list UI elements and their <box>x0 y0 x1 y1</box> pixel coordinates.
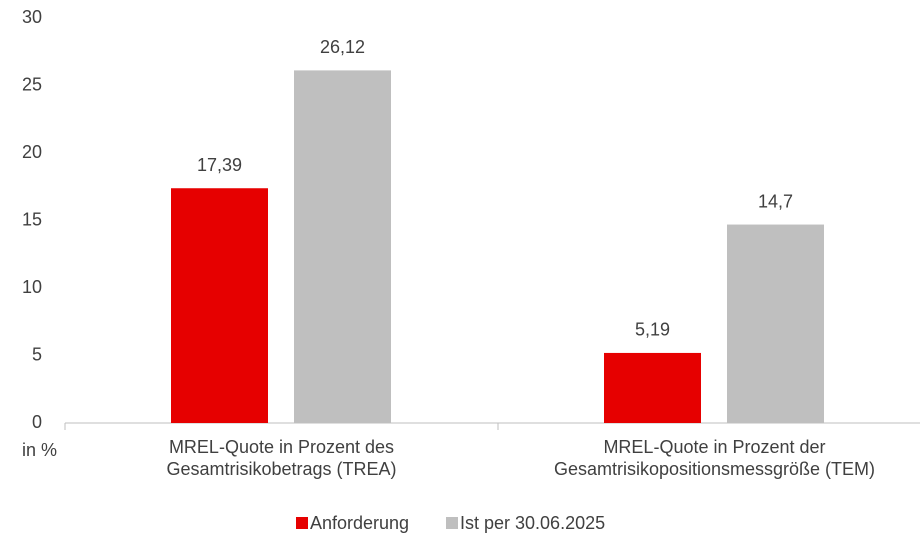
data-label: 26,12 <box>320 37 365 57</box>
y-tick-label: 0 <box>32 412 42 432</box>
data-label: 14,7 <box>758 191 793 211</box>
x-tick-label: MREL-Quote in Prozent des Gesamtrisikobe… <box>166 437 397 479</box>
y-tick-label: 20 <box>22 142 42 162</box>
y-tick-label: 15 <box>22 209 42 229</box>
bar <box>727 224 824 423</box>
data-label: 17,39 <box>197 155 242 175</box>
y-tick-label: 10 <box>22 277 42 297</box>
legend-label: Anforderung <box>310 513 409 533</box>
y-tick-label: 25 <box>22 74 42 94</box>
legend-swatch <box>446 517 458 529</box>
data-label: 5,19 <box>635 320 670 340</box>
legend-label: Ist per 30.06.2025 <box>460 513 605 533</box>
bar <box>604 352 701 423</box>
y-tick-label: 5 <box>32 344 42 364</box>
y-tick-label: 30 <box>22 7 42 27</box>
bar <box>294 70 391 423</box>
legend-swatch <box>296 517 308 529</box>
bar <box>171 188 268 423</box>
x-tick-label: MREL-Quote in Prozent der Gesamtrisikopo… <box>553 437 876 479</box>
y-axis-label: in % <box>22 440 57 460</box>
